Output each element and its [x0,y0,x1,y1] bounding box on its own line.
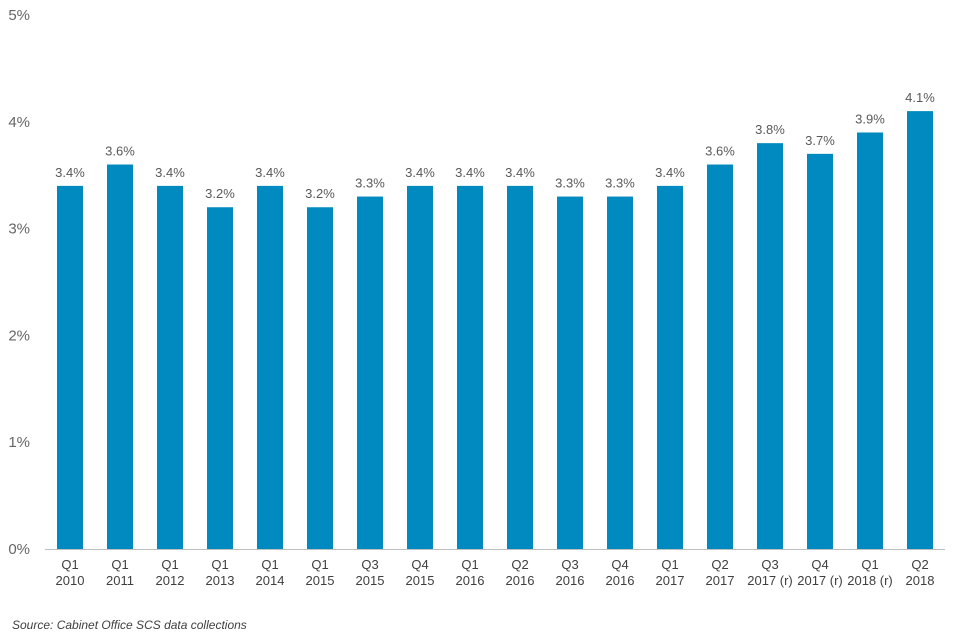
bar-value-label: 4.1% [905,90,935,105]
bar-value-label: 3.3% [555,176,585,191]
bar-value-label: 3.7% [805,133,835,148]
bar-value-label: 3.2% [305,186,335,201]
bar [507,185,533,549]
x-tick-label: Q1 2016 [456,557,485,588]
x-tick-label: Q4 2016 [606,557,635,588]
x-tick-label: Q2 2016 [506,557,535,588]
x-tick-label: Q3 2017 (r) [747,557,793,588]
bar-value-label: 3.8% [755,122,785,137]
x-tick-label: Q4 2015 [406,557,435,588]
x-tick-label: Q1 2013 [206,557,235,588]
bar-value-label: 3.3% [605,176,635,191]
bar [807,153,833,549]
bar [857,132,883,550]
bar-value-label: 3.4% [405,165,435,180]
bar [307,207,333,550]
bar-value-label: 3.4% [255,165,285,180]
bar-value-label: 3.4% [455,165,485,180]
x-tick-label: Q3 2015 [356,557,385,588]
source-note: Source: Cabinet Office SCS data collecti… [12,618,247,632]
x-tick-label: Q1 2015 [306,557,335,588]
bar-value-label: 3.6% [705,144,735,159]
x-tick-label: Q1 2018 (r) [847,557,893,588]
bar-value-label: 3.6% [105,144,135,159]
x-axis: Q1 2010 Q1 2011 Q1 2012 Q1 2013 Q1 2014 Q1 2015 Q3 20… [56,557,935,588]
bar [707,164,733,549]
bar [57,185,83,549]
bar-series [57,111,933,550]
x-tick-label: Q1 2011 [106,557,134,588]
y-tick-label: 3% [8,221,30,238]
x-tick-label: Q2 2017 [706,557,735,588]
x-tick-label: Q1 2010 [56,557,85,588]
x-tick-label: Q4 2017 (r) [797,557,843,588]
x-tick-label: Q1 2012 [156,557,185,588]
x-tick-label: Q3 2016 [556,557,585,588]
data-labels: 3.4% 3.6% 3.4% 3.2% 3.4% 3.2% 3.3% 3.4% 3.4% 3.4%… [55,90,935,201]
bar [207,207,233,550]
bar [407,185,433,549]
bar [607,196,633,549]
y-tick-label: 0% [8,541,30,558]
bar [757,143,783,549]
bar-value-label: 3.4% [55,165,85,180]
y-tick-label: 4% [8,114,30,131]
bar-value-label: 3.4% [505,165,535,180]
bar-value-label: 3.4% [155,165,185,180]
bar [457,185,483,549]
bar [257,185,283,549]
bar [107,164,133,549]
x-tick-label: Q2 2018 [906,557,935,588]
bar [907,111,933,550]
x-tick-label: Q1 2014 [256,557,285,588]
y-tick-label: 1% [8,434,30,451]
bar-value-label: 3.9% [855,111,885,126]
bar [657,185,683,549]
bar [557,196,583,549]
x-tick-label: Q1 2017 [656,557,685,588]
y-axis: 0% 1% 2% 3% 4% 5% [8,7,30,558]
y-tick-label: 5% [8,7,30,24]
bar-value-label: 3.4% [655,165,685,180]
bar [357,196,383,549]
bar [157,185,183,549]
bar-value-label: 3.3% [355,176,385,191]
bar-value-label: 3.2% [205,186,235,201]
y-tick-label: 2% [8,327,30,344]
